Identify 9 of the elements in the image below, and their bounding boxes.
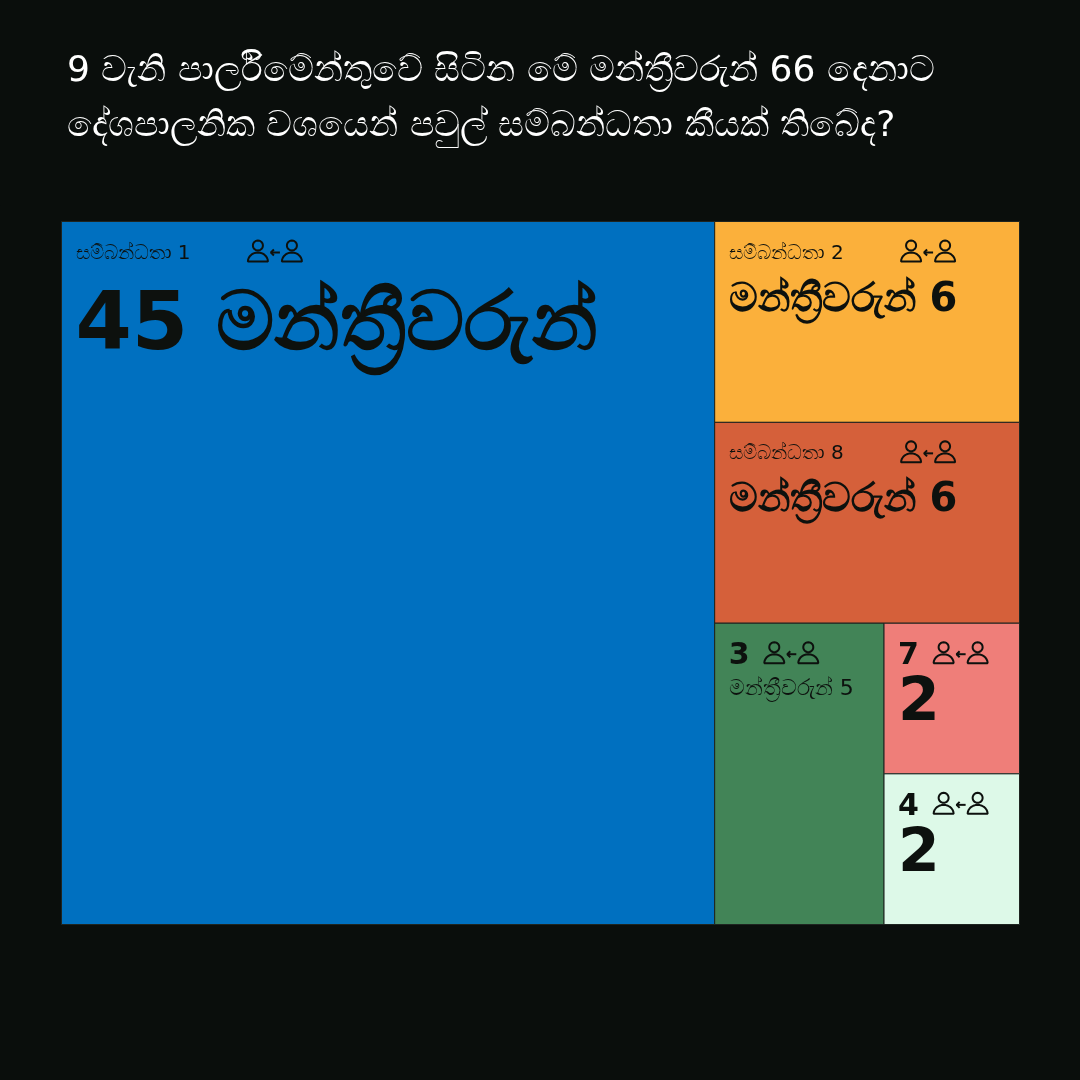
category-label: සම්බන්ධතා 1 — [75, 239, 191, 264]
text: 9 වැනි පාර්ලිමේන්තුවේ සිටින මේ මන්ත්‍රීවරුන් 66 දෙනාට දේශපාලනික වශයෙන් පවුල් සම්බන්ධතා කීයක් තිබේද? — [66, 47, 936, 150]
data-label: මන්ත්‍රීවරුන් 6 — [728, 273, 958, 324]
category-label: 3 — [728, 636, 750, 672]
category-label: සම්බන්ධතා 8 — [728, 440, 844, 465]
data-label: මන්ත්‍රීවරුන් 6 — [728, 474, 958, 525]
data-label: මන්ත්‍රීවරුන් 5 — [728, 675, 854, 703]
category-label: සම්බන්ධතා 2 — [728, 239, 844, 264]
data-label: 45 මන්ත්‍රීවරුන් — [75, 273, 599, 376]
